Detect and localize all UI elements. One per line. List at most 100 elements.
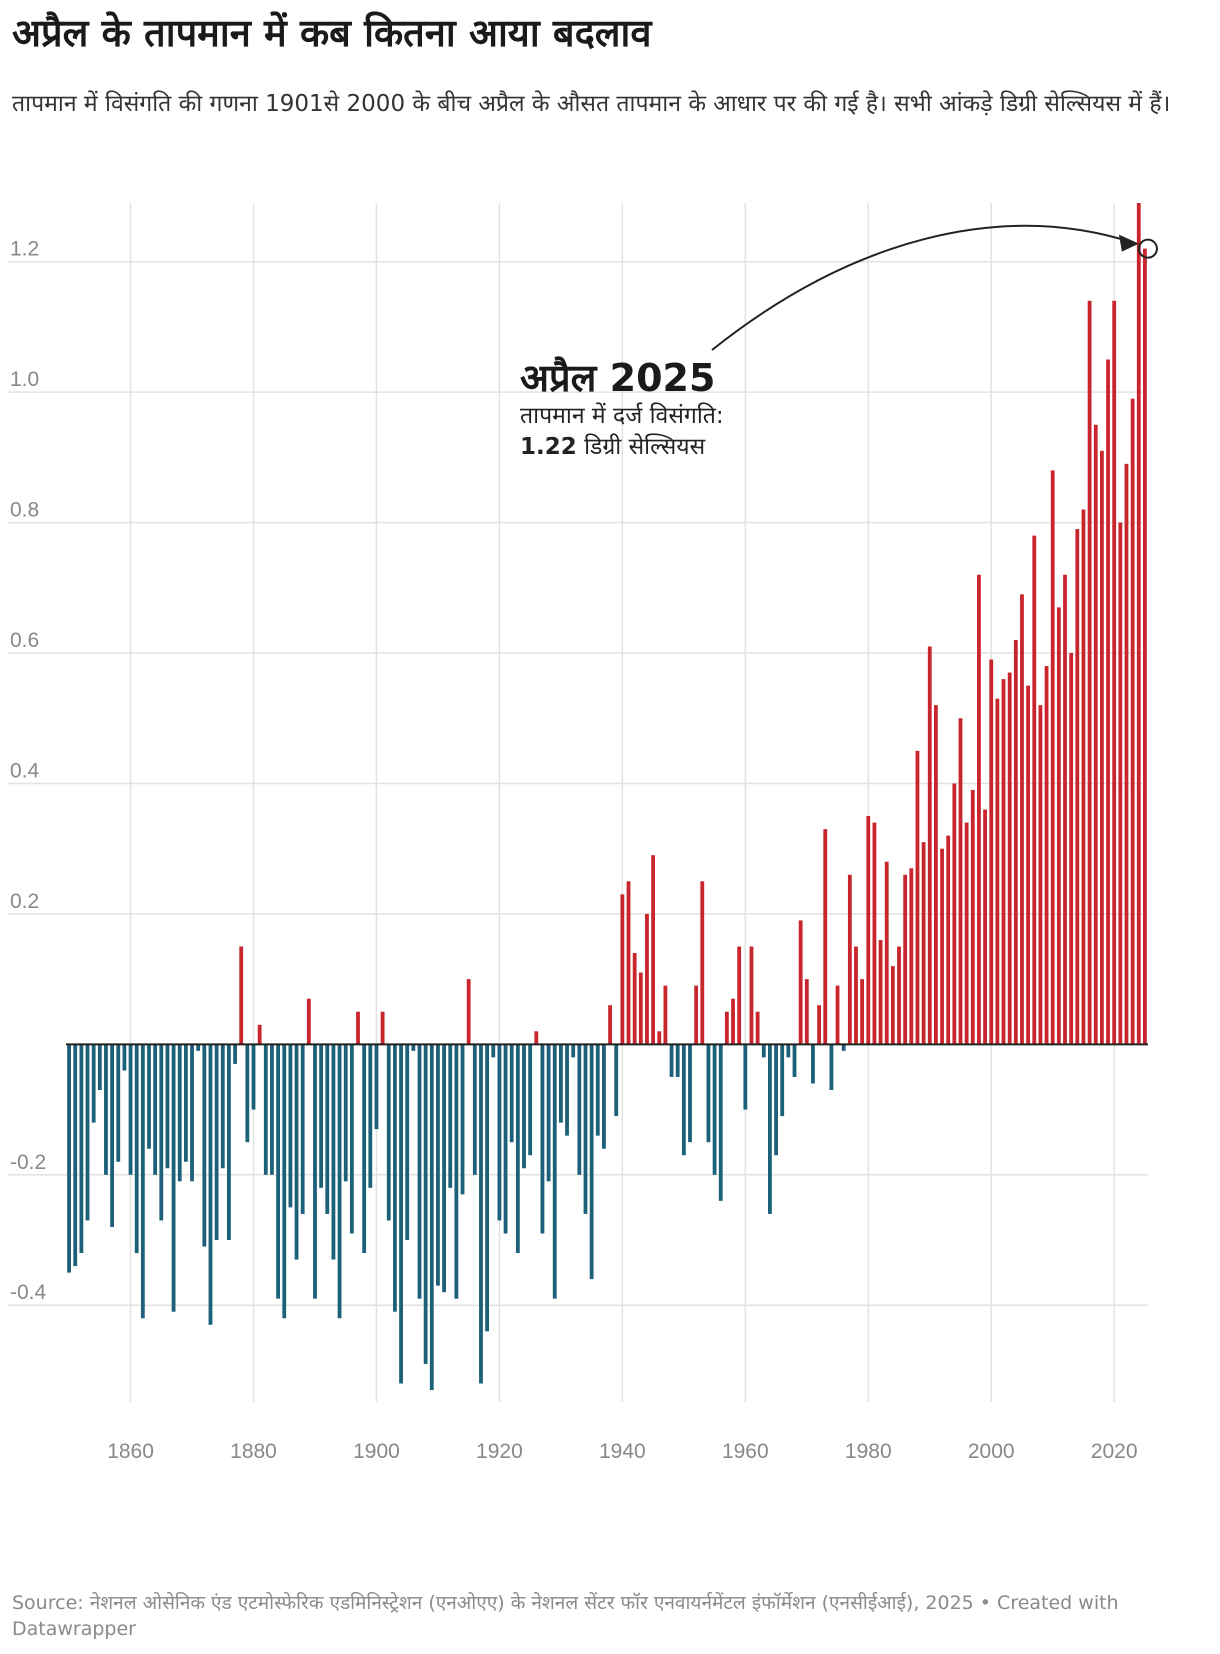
bar-1984 bbox=[890, 966, 895, 1045]
annotation-arrow-head bbox=[1118, 234, 1139, 252]
x-tick-label: 1900 bbox=[353, 1440, 400, 1463]
bar-1870 bbox=[190, 1044, 194, 1182]
bar-1993 bbox=[946, 835, 951, 1045]
bar-2003 bbox=[1007, 672, 1012, 1045]
bar-1974 bbox=[829, 1044, 834, 1090]
bar-1873 bbox=[208, 1044, 213, 1325]
bar-1869 bbox=[183, 1044, 188, 1162]
bar-1859 bbox=[122, 1044, 127, 1071]
bar-1972 bbox=[817, 1005, 821, 1045]
bars bbox=[67, 203, 1147, 1390]
bar-1930 bbox=[558, 1044, 563, 1123]
annotation-value-line: 1.22 डिग्री सेल्सियस bbox=[520, 432, 840, 463]
bar-1894 bbox=[337, 1044, 342, 1319]
bar-1973 bbox=[823, 829, 828, 1045]
bar-1888 bbox=[300, 1044, 305, 1214]
bar-1925 bbox=[528, 1044, 533, 1156]
bar-2012 bbox=[1063, 574, 1067, 1045]
y-tick-label: 1.2 bbox=[10, 238, 39, 261]
bar-1994 bbox=[952, 783, 957, 1045]
bar-1914 bbox=[460, 1044, 465, 1195]
bar-1924 bbox=[522, 1044, 526, 1169]
chart-subtitle: तापमान में विसंगति की गणना 1901से 2000 क… bbox=[12, 91, 1171, 117]
bar-1989 bbox=[921, 842, 926, 1045]
bar-1886 bbox=[288, 1044, 293, 1208]
bar-1860 bbox=[128, 1044, 133, 1175]
bar-1856 bbox=[104, 1044, 108, 1175]
bar-1959 bbox=[737, 946, 742, 1045]
bar-1995 bbox=[958, 718, 963, 1045]
bar-1956 bbox=[718, 1044, 723, 1201]
bar-1906 bbox=[411, 1044, 416, 1051]
bar-1900 bbox=[374, 1044, 379, 1130]
bar-2008 bbox=[1038, 705, 1043, 1045]
bar-1892 bbox=[325, 1044, 330, 1214]
bar-1920 bbox=[497, 1044, 502, 1221]
bar-1862 bbox=[140, 1044, 145, 1319]
bar-1891 bbox=[319, 1044, 324, 1188]
bar-1961 bbox=[749, 946, 754, 1045]
bar-1940 bbox=[620, 894, 625, 1045]
bar-2009 bbox=[1044, 666, 1049, 1045]
bar-1967 bbox=[786, 1044, 791, 1058]
x-tick-label: 1960 bbox=[722, 1440, 769, 1463]
bar-1945 bbox=[651, 855, 656, 1045]
annotation-value: 1.22 bbox=[520, 434, 577, 460]
bar-1852 bbox=[79, 1044, 84, 1254]
bar-1999 bbox=[983, 809, 987, 1045]
bar-1927 bbox=[540, 1044, 545, 1234]
bar-2020 bbox=[1112, 300, 1117, 1045]
bar-2021 bbox=[1118, 522, 1123, 1045]
bar-1858 bbox=[116, 1044, 121, 1162]
bar-1934 bbox=[583, 1044, 588, 1214]
y-tick-label: -0.2 bbox=[10, 1151, 46, 1174]
bar-2015 bbox=[1081, 509, 1086, 1045]
bar-1896 bbox=[349, 1044, 354, 1234]
bar-2007 bbox=[1032, 535, 1037, 1045]
bar-2023 bbox=[1130, 398, 1135, 1045]
bar-1889 bbox=[306, 998, 311, 1045]
bar-1943 bbox=[638, 972, 643, 1045]
annotation-unit: डिग्री सेल्सियस bbox=[584, 434, 706, 460]
bar-1942 bbox=[632, 953, 637, 1045]
bar-2016 bbox=[1087, 300, 1092, 1045]
bar-1899 bbox=[368, 1044, 373, 1188]
bar-1919 bbox=[491, 1044, 496, 1058]
bar-2019 bbox=[1106, 359, 1110, 1045]
bar-1874 bbox=[214, 1044, 219, 1240]
bar-1946 bbox=[657, 1031, 662, 1045]
bar-1883 bbox=[270, 1044, 274, 1175]
highlight-marker bbox=[1137, 238, 1158, 259]
bar-1912 bbox=[448, 1044, 453, 1188]
y-tick-label: 1.0 bbox=[10, 368, 39, 391]
bar-1951 bbox=[688, 1044, 692, 1143]
bar-1947 bbox=[663, 985, 668, 1045]
bar-2017 bbox=[1093, 424, 1098, 1045]
bar-1955 bbox=[712, 1044, 717, 1175]
bar-1975 bbox=[835, 985, 840, 1045]
bar-1857 bbox=[110, 1044, 115, 1227]
x-tick-label: 1920 bbox=[476, 1440, 523, 1463]
bar-1882 bbox=[263, 1044, 268, 1175]
bar-1884 bbox=[276, 1044, 280, 1299]
bar-1921 bbox=[503, 1044, 508, 1234]
bar-1876 bbox=[227, 1044, 231, 1240]
bar-1944 bbox=[645, 913, 649, 1045]
bar-1992 bbox=[940, 848, 944, 1045]
bar-2002 bbox=[1001, 679, 1006, 1045]
bar-2013 bbox=[1069, 653, 1074, 1045]
bar-1950 bbox=[681, 1044, 686, 1156]
bar-2001 bbox=[995, 698, 1000, 1045]
bar-1981 bbox=[872, 822, 877, 1045]
bar-1865 bbox=[159, 1044, 164, 1221]
y-tick-label: 0.6 bbox=[10, 629, 39, 652]
bar-1890 bbox=[313, 1044, 317, 1299]
bar-1970 bbox=[804, 979, 809, 1045]
bar-1986 bbox=[903, 874, 908, 1045]
y-axis-ticks: -0.4 -0.2 0.2 0.4 0.6 0.8 1.0 1.2 bbox=[10, 238, 47, 1305]
bar-2022 bbox=[1124, 463, 1129, 1045]
bar-1868 bbox=[177, 1044, 182, 1182]
bar-2004 bbox=[1013, 639, 1018, 1045]
bar-1893 bbox=[331, 1044, 336, 1260]
